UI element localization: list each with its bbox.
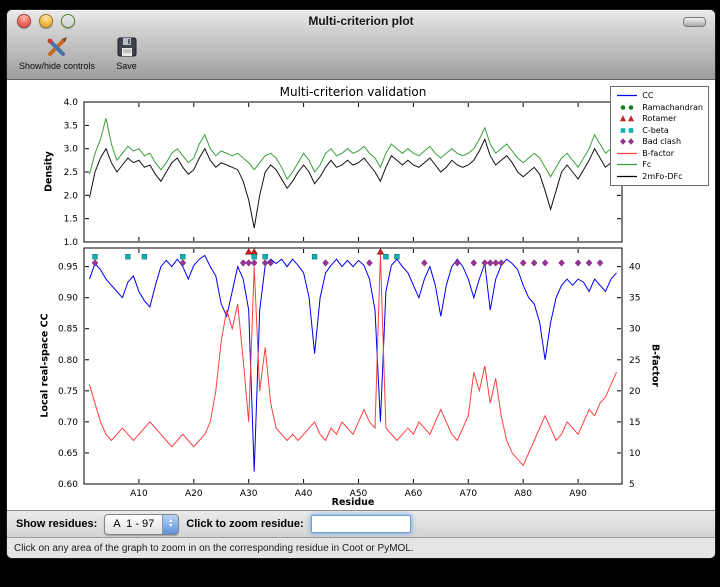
legend-item: Ramachandran: [615, 102, 703, 114]
controls-bar: Show residues: A 1 - 97 ▲ ▼ Click to zoom…: [7, 510, 715, 537]
zoom-residue-input[interactable]: [310, 515, 411, 533]
legend: CC Ramachandran Rotamer C-beta Bad clash B-fa…: [610, 86, 709, 186]
save-label: Save: [116, 61, 137, 71]
legend-item: 2mFo-DFc: [615, 171, 703, 183]
svg-text:4.0: 4.0: [64, 98, 79, 108]
close-button[interactable]: [17, 14, 31, 28]
legend-item: Fc: [615, 159, 703, 171]
density-axis-label: Density: [43, 151, 55, 192]
legend-circle-icon: [620, 104, 634, 110]
svg-text:A90: A90: [569, 489, 587, 499]
svg-text:2.0: 2.0: [64, 191, 79, 201]
svg-text:40: 40: [629, 263, 641, 273]
svg-text:1.0: 1.0: [64, 238, 79, 248]
svg-text:30: 30: [629, 325, 641, 335]
status-text: Click on any area of the graph to zoom i…: [14, 543, 414, 554]
plot-canvas[interactable]: 1.0 1.5 2.0 2.5 3.0 3.5 4.0 0.60 0.65 0.70 0.75 0.8…: [7, 80, 713, 510]
legend-label: B-factor: [642, 148, 675, 158]
show-hide-controls-label: Show/hide controls: [19, 61, 96, 71]
svg-text:A10: A10: [130, 489, 148, 499]
legend-item: CC: [615, 90, 703, 102]
svg-text:0.65: 0.65: [58, 449, 78, 459]
legend-label: Fc: [642, 160, 652, 170]
legend-label: Rotamer: [642, 114, 677, 124]
svg-text:A20: A20: [185, 489, 203, 499]
svg-text:0.95: 0.95: [58, 263, 78, 273]
window-chrome: Multi-criterion plot Show/hide controls: [7, 10, 715, 80]
legend-label: 2mFo-DFc: [642, 171, 683, 181]
svg-text:20: 20: [629, 387, 641, 397]
minimize-button[interactable]: [39, 14, 53, 28]
save-button[interactable]: Save: [113, 33, 140, 71]
save-floppy-icon: [113, 33, 140, 60]
app-window: Multi-criterion plot Show/hide controls: [6, 9, 716, 559]
residue-axis-label: Residue: [331, 497, 375, 508]
toolbar: Show/hide controls Save: [7, 31, 715, 81]
status-bar: Click on any area of the graph to zoom i…: [7, 537, 715, 558]
svg-text:0.75: 0.75: [58, 387, 78, 397]
combo-stepper-icon[interactable]: ▲ ▼: [162, 514, 179, 534]
svg-text:15: 15: [629, 418, 640, 428]
svg-text:0.85: 0.85: [58, 325, 78, 335]
legend-item: B-factor: [615, 148, 703, 160]
toolbar-toggle-pill-button[interactable]: [683, 17, 706, 27]
legend-line-icon: [617, 152, 638, 154]
legend-line-icon: [617, 164, 638, 166]
legend-item: Rotamer: [615, 113, 703, 125]
svg-text:A40: A40: [295, 489, 313, 499]
svg-text:10: 10: [629, 449, 641, 459]
residue-range-value: A 1 - 97: [113, 518, 155, 530]
svg-text:25: 25: [629, 356, 640, 366]
svg-text:A50: A50: [350, 489, 368, 499]
traffic-lights: [17, 14, 75, 28]
bfactor-axis-label: B-factor: [649, 343, 661, 388]
svg-text:3.5: 3.5: [64, 121, 78, 131]
svg-text:5: 5: [629, 480, 635, 490]
titlebar[interactable]: Multi-criterion plot: [7, 10, 715, 31]
zoom-button[interactable]: [61, 14, 75, 28]
legend-label: Ramachandran: [642, 102, 703, 112]
legend-triangle-icon: [620, 115, 635, 122]
tools-icon: [44, 33, 71, 60]
show-residues-label: Show residues:: [16, 518, 98, 530]
svg-text:0.70: 0.70: [58, 418, 78, 428]
figure-title: Multi-criterion validation: [279, 85, 427, 99]
figure: 1.0 1.5 2.0 2.5 3.0 3.5 4.0 0.60 0.65 0.70 0.75 0.8…: [7, 80, 715, 510]
svg-text:0.90: 0.90: [58, 294, 78, 304]
legend-item: C-beta: [615, 125, 703, 137]
svg-text:1.5: 1.5: [64, 215, 78, 225]
legend-item: Bad clash: [615, 136, 703, 148]
residue-range-select[interactable]: A 1 - 97 ▲ ▼: [104, 513, 180, 535]
svg-text:0.60: 0.60: [58, 480, 78, 490]
svg-text:35: 35: [629, 294, 640, 304]
legend-line-icon: [617, 175, 638, 177]
svg-text:2.5: 2.5: [64, 168, 78, 178]
cc-axis-label: Local real-space CC: [39, 313, 51, 418]
svg-text:A30: A30: [240, 489, 258, 499]
svg-text:A70: A70: [459, 489, 477, 499]
svg-text:0.80: 0.80: [58, 356, 78, 366]
legend-label: C-beta: [642, 125, 669, 135]
window-title: Multi-criterion plot: [308, 13, 414, 28]
legend-diamond-icon: [620, 138, 635, 146]
legend-square-icon: [620, 127, 634, 133]
legend-label: Bad clash: [642, 137, 682, 147]
show-hide-controls-button[interactable]: Show/hide controls: [19, 33, 95, 71]
svg-text:3.0: 3.0: [64, 145, 79, 155]
svg-text:A80: A80: [514, 489, 532, 499]
legend-label: CC: [642, 91, 654, 101]
svg-text:A60: A60: [405, 489, 423, 499]
zoom-residue-label: Click to zoom residue:: [186, 518, 304, 530]
legend-line-icon: [617, 95, 638, 97]
